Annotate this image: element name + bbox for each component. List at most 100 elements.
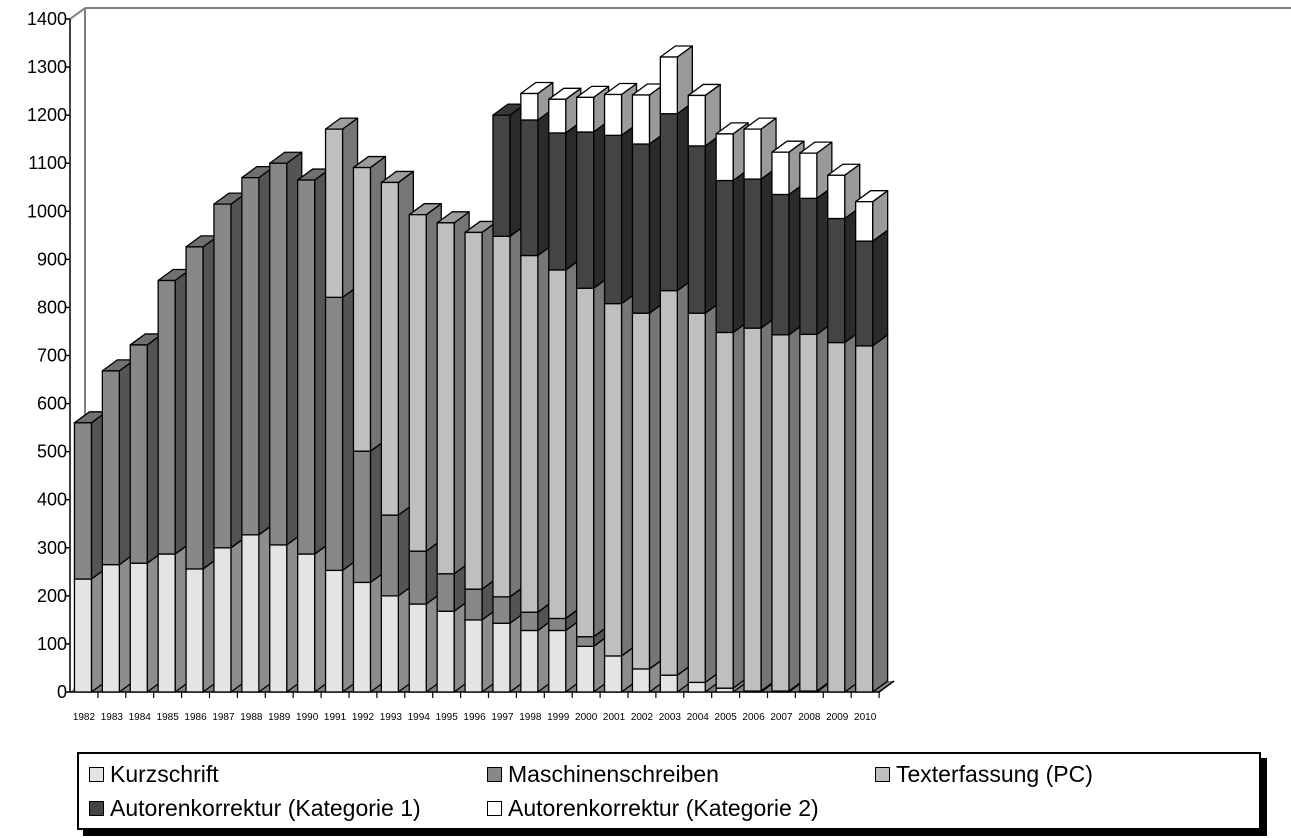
- legend-swatch: [487, 766, 502, 782]
- bar-segment: [715, 320, 749, 689]
- bar-group-1985: [157, 268, 191, 693]
- x-tick-label: 1995: [436, 712, 459, 723]
- bar-group-1983: [101, 359, 136, 693]
- bar-segment: [464, 608, 498, 693]
- bar-front-face: [827, 217, 846, 344]
- y-tick-label: 500: [37, 442, 67, 462]
- bar-front-face: [157, 553, 176, 693]
- bar-front-face: [687, 94, 706, 147]
- bar-front-face: [771, 334, 790, 692]
- bar-group-1993: [380, 170, 415, 693]
- bar-segment: [771, 182, 805, 336]
- bar-front-face: [827, 174, 846, 220]
- x-tick-label: 2000: [575, 712, 598, 723]
- bar-front-face: [241, 177, 260, 536]
- bar-segment: [213, 536, 247, 693]
- bar-segment: [101, 359, 136, 566]
- legend: Kurzschrift Maschinenschreiben Texterfassu…: [77, 752, 1261, 830]
- bar-front-face: [73, 578, 93, 693]
- y-tick-label: 100: [37, 634, 67, 654]
- bar-segment: [715, 122, 749, 182]
- bar-front-face: [687, 312, 706, 684]
- bar-front-face: [771, 151, 790, 196]
- bar-segment: [576, 120, 610, 289]
- legend-swatch: [89, 766, 104, 782]
- bar-front-face: [157, 279, 176, 555]
- bar-segment: [687, 83, 721, 147]
- bar-group-2001: [603, 82, 638, 693]
- bar-segment: [548, 87, 582, 134]
- bar-front-face: [631, 143, 651, 314]
- bar-front-face: [436, 610, 455, 693]
- bar-segment: [269, 151, 303, 546]
- bar-segment: [743, 117, 777, 180]
- bar-segment: [352, 570, 387, 693]
- bar-segment: [771, 140, 805, 196]
- bar-front-face: [408, 550, 427, 605]
- bar-segment: [548, 258, 582, 620]
- bar-front-face: [827, 341, 846, 693]
- x-tick-label: 2004: [687, 712, 710, 723]
- legend-item: Autorenkorrektur (Kategorie 2): [487, 794, 819, 822]
- legend-swatch: [875, 766, 890, 782]
- bar-segment: [492, 103, 526, 237]
- bar-front-face: [715, 179, 734, 334]
- bar-segment: [855, 190, 889, 242]
- bar-front-face: [743, 178, 762, 329]
- bar-group-1989: [269, 151, 303, 693]
- legend-item: Autorenkorrektur (Kategorie 1): [89, 794, 421, 822]
- bar-segment: [324, 117, 359, 298]
- y-tick-label: 1300: [27, 57, 67, 77]
- bar-segment: [241, 523, 275, 693]
- bar-front-face: [269, 162, 288, 546]
- bar-segment: [631, 132, 666, 314]
- bar-front-face: [548, 132, 567, 271]
- bar-segment: [185, 557, 219, 693]
- x-tick-label: 2010: [854, 712, 877, 723]
- bar-front-face: [492, 235, 511, 598]
- bar-group-2007: [771, 140, 805, 693]
- x-tick-label: 1996: [463, 712, 486, 723]
- bar-segment: [157, 542, 191, 693]
- x-tick-label: 1992: [352, 712, 375, 723]
- y-tick-label: 1100: [28, 153, 67, 173]
- bar-group-2000: [576, 85, 610, 693]
- bar-group-1998: [520, 81, 554, 693]
- bar-segment: [380, 503, 415, 597]
- x-tick-label: 2002: [631, 712, 654, 723]
- bar-side-face: [872, 334, 889, 693]
- bars: [73, 45, 889, 693]
- bar-front-face: [576, 287, 595, 638]
- bar-front-face: [743, 128, 762, 180]
- x-tick-label: 2006: [742, 712, 765, 723]
- bar-front-face: [743, 327, 762, 692]
- bar-segment: [520, 108, 554, 257]
- bar-front-face: [213, 203, 232, 549]
- bar-segment: [743, 316, 777, 692]
- bar-front-face: [631, 668, 651, 693]
- y-tick-label: 800: [37, 297, 67, 317]
- back-wall-corner-edge: [69, 7, 86, 20]
- x-tick-label: 1993: [380, 712, 403, 723]
- bar-segment: [687, 134, 721, 314]
- bar-segment: [603, 123, 638, 305]
- bar-front-face: [520, 629, 539, 693]
- bar-segment: [603, 291, 638, 657]
- bar-segment: [269, 533, 303, 693]
- bar-front-face: [548, 617, 567, 632]
- bar-group-1995: [436, 211, 470, 693]
- x-tick-label: 1984: [129, 712, 152, 723]
- bar-front-face: [464, 588, 483, 621]
- bar-segment: [380, 170, 415, 516]
- stacked-bar-chart: 0 100 200 300 400 500 600 700 800 900 1000 1100 1200…: [27, 7, 1291, 723]
- bar-segment: [129, 333, 163, 564]
- bar-segment: [799, 322, 833, 692]
- bar-front-face: [520, 92, 539, 121]
- bar-front-face: [492, 114, 511, 237]
- bar-front-face: [492, 596, 511, 624]
- y-tick-label: 1400: [27, 9, 67, 29]
- bar-group-1999: [548, 87, 582, 693]
- bar-front-face: [296, 553, 316, 693]
- bar-segment: [799, 141, 833, 199]
- bar-segment: [324, 285, 359, 572]
